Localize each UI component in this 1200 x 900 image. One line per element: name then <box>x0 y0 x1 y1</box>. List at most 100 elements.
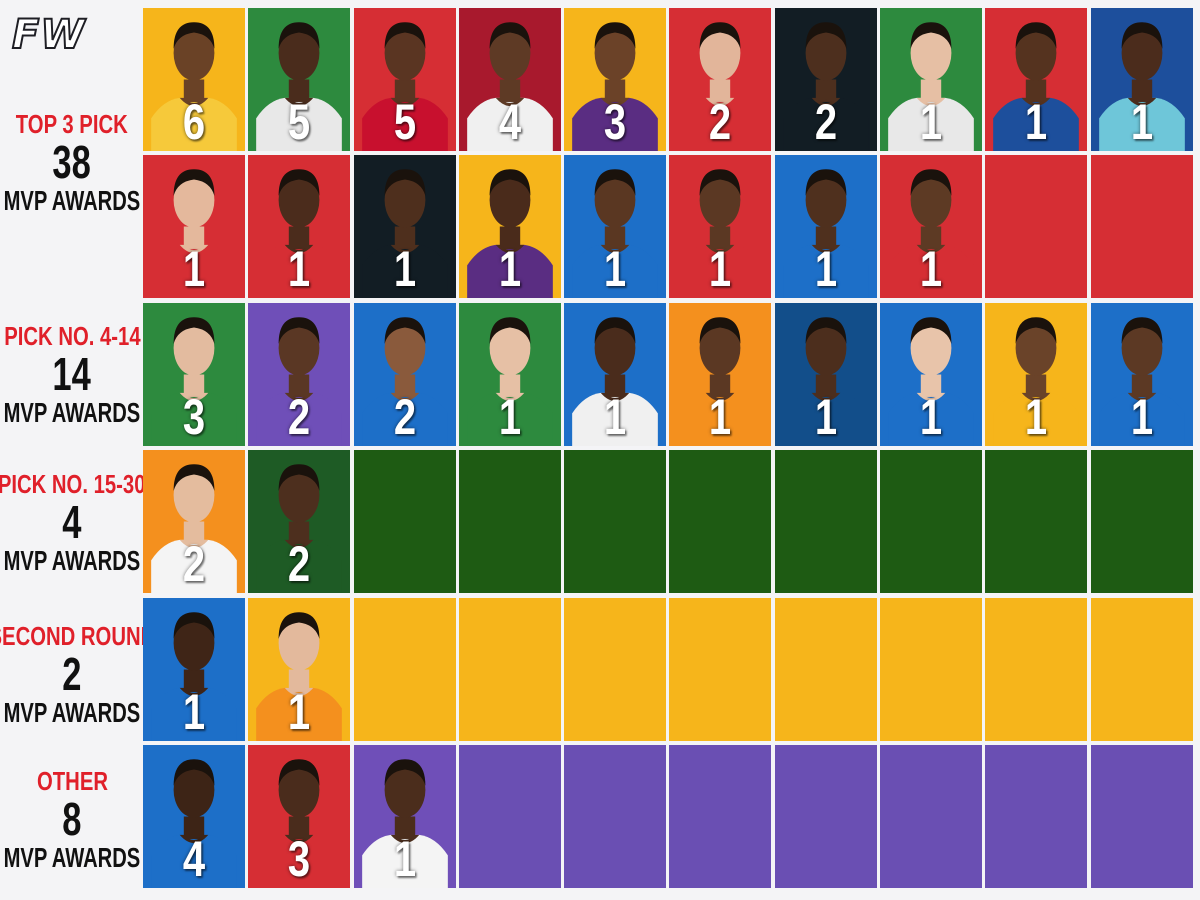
mvp-count: 3 <box>604 94 627 150</box>
player-portrait-icon <box>888 317 974 446</box>
player-tile: 1 <box>985 8 1088 151</box>
mvp-total: 14 <box>52 348 92 400</box>
empty-tile <box>669 744 772 888</box>
empty-tile <box>985 597 1088 741</box>
mvp-unit: MVP AWARDS <box>3 397 141 428</box>
mvp-count: 4 <box>498 94 522 150</box>
player-portrait-icon <box>256 317 343 446</box>
player-portrait-icon <box>256 759 343 888</box>
player-portrait-icon <box>782 169 869 299</box>
mvp-count: 1 <box>1130 388 1153 445</box>
empty-tile <box>564 450 667 594</box>
mvp-count: 1 <box>1130 94 1153 150</box>
mvp-count: 3 <box>182 388 206 445</box>
player-portrait-icon <box>256 464 343 594</box>
player-portrait-icon <box>151 611 237 741</box>
mvp-count: 1 <box>182 241 206 298</box>
empty-tile <box>458 450 561 594</box>
player-portrait-icon <box>993 317 1080 446</box>
category-title: PICK NO. 4-14 <box>3 321 141 351</box>
player-tile: 3 <box>248 744 351 888</box>
player-tile: 2 <box>669 8 772 151</box>
player-portrait-icon <box>677 317 764 446</box>
player-portrait-icon <box>888 22 974 151</box>
player-portrait-icon <box>256 22 343 151</box>
player-tile: 1 <box>248 155 351 299</box>
mvp-count: 2 <box>709 94 732 150</box>
empty-tile <box>1090 450 1193 594</box>
mvp-count: 1 <box>814 388 837 445</box>
empty-tile <box>880 450 983 594</box>
mvp-count: 1 <box>604 388 627 445</box>
player-portrait-icon <box>256 169 343 299</box>
mvp-count: 1 <box>1025 388 1048 445</box>
empty-tile <box>353 450 456 594</box>
player-portrait-icon <box>1098 317 1185 446</box>
player-portrait-icon <box>151 464 237 594</box>
category-title: SECOND ROUND <box>0 621 156 651</box>
player-portrait-icon <box>782 317 869 446</box>
empty-tile <box>985 155 1088 299</box>
player-portrait-icon <box>151 317 237 446</box>
mvp-count: 1 <box>814 241 837 298</box>
mvp-count: 3 <box>288 830 311 887</box>
mvp-unit: MVP AWARDS <box>3 842 141 873</box>
mvp-count: 1 <box>288 683 311 740</box>
mvp-player-grid: 6 5 5 4 3 2 2 1 1 1 1 1 1 1 1 1 1 1 3 2 2 1 1 1 1 1 1 1 2 2 1 1 4 3 1 <box>143 8 1193 888</box>
player-portrait-icon <box>361 317 448 446</box>
empty-tile <box>774 744 877 888</box>
mvp-count: 1 <box>393 241 416 298</box>
mvp-total: 38 <box>52 135 92 188</box>
empty-tile <box>880 597 983 741</box>
player-portrait-icon <box>993 22 1080 151</box>
mvp-count: 1 <box>1025 94 1048 150</box>
player-tile: 6 <box>143 8 245 151</box>
mvp-unit: MVP AWARDS <box>3 697 141 728</box>
player-tile: 1 <box>880 155 983 299</box>
mvp-count: 4 <box>182 830 206 887</box>
mvp-count: 1 <box>919 241 943 298</box>
player-tile: 1 <box>143 597 245 741</box>
player-tile: 1 <box>880 302 983 446</box>
mvp-count: 2 <box>288 536 311 593</box>
mvp-count: 1 <box>919 94 943 150</box>
mvp-count: 2 <box>393 388 416 445</box>
empty-tile <box>564 597 667 741</box>
mvp-count: 6 <box>182 94 206 150</box>
player-portrait-icon <box>467 169 553 299</box>
player-portrait-icon <box>361 22 448 151</box>
mvp-count: 1 <box>709 241 732 298</box>
player-tile: 2 <box>248 450 351 594</box>
mvp-count: 1 <box>498 388 522 445</box>
empty-tile <box>774 597 877 741</box>
player-portrait-icon <box>572 169 659 299</box>
category-title: TOP 3 PICK <box>16 108 128 139</box>
player-tile: 2 <box>143 450 245 594</box>
empty-tile <box>564 744 667 888</box>
player-tile: 4 <box>143 744 245 888</box>
player-portrait-icon <box>151 759 237 888</box>
player-portrait-icon <box>467 22 553 151</box>
player-tile: 1 <box>1090 8 1193 151</box>
mvp-count: 2 <box>288 388 311 445</box>
player-tile: 1 <box>458 302 561 446</box>
player-tile: 1 <box>353 744 456 888</box>
player-tile: 5 <box>248 8 351 151</box>
player-portrait-icon <box>256 611 343 741</box>
mvp-total: 4 <box>62 496 82 548</box>
empty-tile <box>985 744 1088 888</box>
player-tile: 1 <box>774 155 877 299</box>
empty-tile <box>458 744 561 888</box>
player-tile: 5 <box>353 8 456 151</box>
mvp-count: 1 <box>604 241 627 298</box>
player-tile: 1 <box>353 155 456 299</box>
player-tile: 1 <box>669 302 772 446</box>
mvp-count: 1 <box>288 241 311 298</box>
mvp-count: 5 <box>288 94 311 150</box>
empty-tile <box>1090 597 1193 741</box>
player-portrait-icon <box>1098 22 1185 151</box>
row-label-top-3-pick: TOP 3 PICK 38 MVP AWARDS <box>0 90 144 235</box>
player-tile: 1 <box>1090 302 1193 446</box>
empty-tile <box>985 450 1088 594</box>
mvp-count: 5 <box>393 94 416 150</box>
